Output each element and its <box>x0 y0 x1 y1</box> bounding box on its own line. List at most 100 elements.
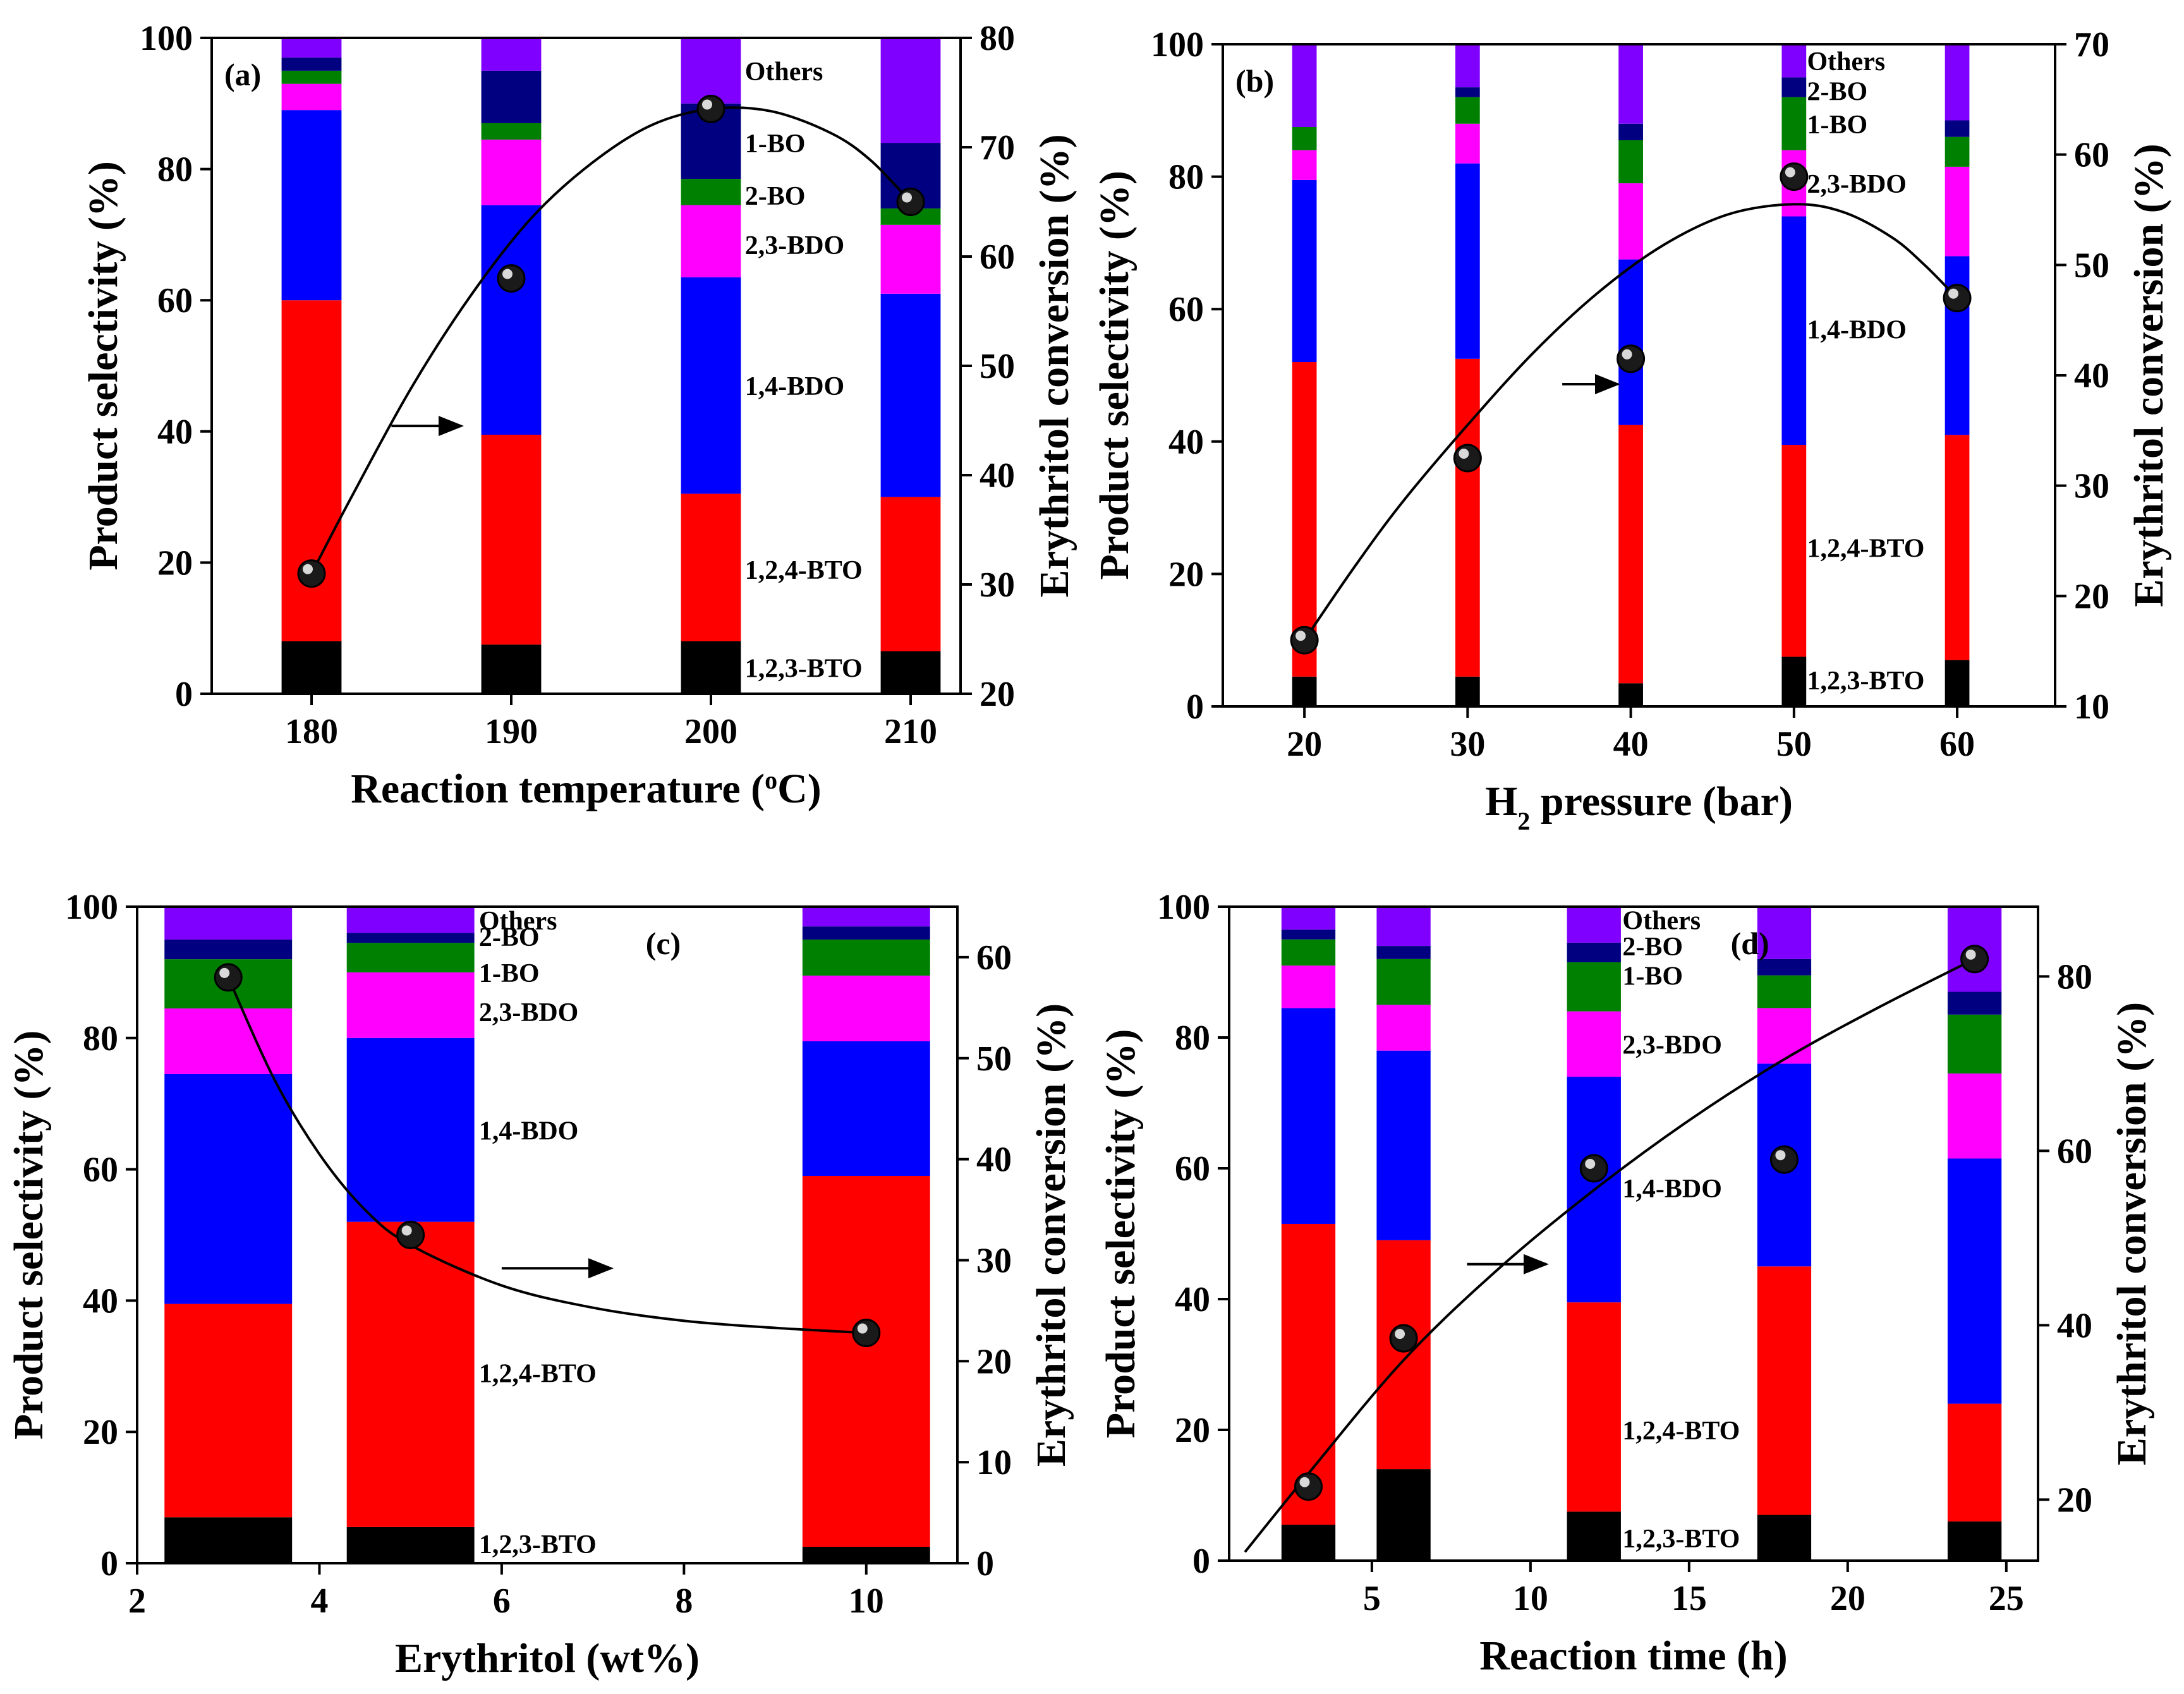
bar-segment-1-bo-60 <box>1944 120 1970 137</box>
bar-stack-12 <box>1567 907 1621 1561</box>
bar-segment-1-bo-180 <box>281 57 342 71</box>
bar-segment-2-3-bdo-200 <box>681 205 741 277</box>
panel-label: (c) <box>646 926 681 961</box>
segment-label-1-4-bdo: 1,4-BDO <box>479 1116 579 1146</box>
x-tick-label-4: 4 <box>310 1582 328 1621</box>
x-axis-title: Reaction temperature (oC) <box>351 766 822 813</box>
bar-segment-1-bo-3 <box>164 939 293 960</box>
conversion-point-50 <box>1780 162 1809 191</box>
bar-segment-1-2-3-bto-50 <box>1781 656 1807 706</box>
y-tick-label-100: 100 <box>1151 25 1204 64</box>
bar-stack-20 <box>1292 44 1317 706</box>
bar-segment-1-2-3-bto-60 <box>1944 660 1970 706</box>
x-tick-label-200: 200 <box>684 712 737 751</box>
x-axis-title-sup: o <box>765 766 777 794</box>
y-tick-label-20: 20 <box>1175 1411 1210 1450</box>
y-tick-label-20: 20 <box>83 1413 118 1452</box>
bar-segment-1-4-bdo-3 <box>1281 1008 1336 1224</box>
segment-label-2-bo: 2-BO <box>1622 933 1683 962</box>
y2-tick-label-30: 30 <box>980 566 1015 605</box>
y2-axis-title: Erythritol conversion (%) <box>1028 1003 1074 1467</box>
chart-panel-d: 5 10 15 20 25 0 20 40 60 80 100 20 40 60 80 Reaction ti… <box>1098 888 2155 1679</box>
segment-label-others: Others <box>745 57 823 87</box>
y2-tick-label-20: 20 <box>980 675 1015 714</box>
segment-label-1-4-bdo: 1,4-BDO <box>1807 316 1907 345</box>
y2-tick-label-0: 0 <box>976 1544 994 1583</box>
bar-segment-1-2-4-bto-5 <box>346 1221 475 1527</box>
bar-segment-2-3-bdo-60 <box>1944 166 1970 257</box>
bar-segment-1-bo-12 <box>1567 942 1621 962</box>
bar-segment-others-6 <box>1376 907 1431 947</box>
bar-segment-2-3-bdo-190 <box>481 139 542 205</box>
bar-segment-others-3 <box>164 907 293 940</box>
segment-label-2-bo: 2-BO <box>1807 77 1867 106</box>
conversion-point-body <box>396 1221 425 1249</box>
bar-segment-1-2-4-bto-50 <box>1781 445 1807 657</box>
conversion-point-190 <box>497 264 526 293</box>
y2-tick-label-40: 40 <box>2057 1306 2092 1345</box>
bar-segment-2-3-bdo-210 <box>880 224 941 294</box>
x-tick-label-5: 5 <box>1363 1579 1381 1618</box>
segment-label-1-bo: 1-BO <box>1807 111 1867 140</box>
y2-tick-label-20: 20 <box>2074 577 2109 616</box>
y-tick-label-40: 40 <box>1175 1280 1210 1319</box>
bar-segment-others-10 <box>802 907 930 927</box>
conversion-point-6 <box>1389 1324 1418 1353</box>
bar-segment-1-2-3-bto-180 <box>281 641 342 694</box>
bar-segment-1-2-4-bto-30 <box>1455 358 1480 677</box>
panel-label: (a) <box>224 57 261 92</box>
conversion-curve <box>310 106 912 574</box>
conversion-point-highlight <box>1299 1477 1310 1487</box>
chart-panel-b: 20 30 40 50 60 0 20 40 60 80 100 10 20 30 40 50 60 70 H2 p… <box>1091 25 2172 835</box>
y-tick-label-0: 0 <box>175 675 193 714</box>
bar-segment-2-bo-12 <box>1567 962 1621 1012</box>
bar-segment-1-2-3-bto-10 <box>802 1547 930 1563</box>
conversion-point-body <box>1579 1154 1608 1183</box>
y-axis-title: Product selectivity (%) <box>80 161 126 571</box>
x-tick-label-10: 10 <box>849 1582 884 1621</box>
x-tick-label-180: 180 <box>285 712 338 751</box>
y-tick-label-20: 20 <box>157 543 193 583</box>
bar-stack-3 <box>1281 907 1336 1561</box>
bar-segment-1-4-bdo-60 <box>1944 256 1970 435</box>
bar-segment-1-2-3-bto-210 <box>880 651 941 694</box>
bar-segment-2-bo-40 <box>1618 140 1643 184</box>
x-axis-title-main: H <box>1485 778 1517 825</box>
segment-label-1-2-4-bto: 1,2,4-BTO <box>745 556 863 585</box>
bar-segment-others-190 <box>481 38 542 71</box>
bar-segment-1-2-4-bto-10 <box>802 1175 930 1547</box>
y-tick-label-80: 80 <box>157 150 193 190</box>
conversion-point-body <box>1780 162 1809 191</box>
segment-label-1-2-3-bto: 1,2,3-BTO <box>745 654 863 683</box>
segment-label-2-3-bdo: 2,3-BDO <box>1807 170 1907 199</box>
x-tick-label-30: 30 <box>1450 725 1485 764</box>
bar-segment-others-180 <box>281 38 342 58</box>
bar-segment-others-60 <box>1944 44 1970 121</box>
bar-segment-1-2-3-bto-6 <box>1376 1469 1431 1561</box>
x-tick-label-6: 6 <box>493 1582 511 1621</box>
x-axis-title-main: Erythritol (wt%) <box>395 1635 700 1681</box>
conversion-point-body <box>896 188 925 216</box>
bar-segment-1-4-bdo-20 <box>1292 179 1317 363</box>
bar-segment-2-bo-20 <box>1292 127 1317 150</box>
segment-label-1-bo: 1-BO <box>479 959 540 988</box>
conversion-point-body <box>1290 626 1319 655</box>
bar-segment-2-bo-50 <box>1781 97 1807 150</box>
y2-tick-label-60: 60 <box>976 938 1012 977</box>
conversion-point-3 <box>214 963 243 992</box>
conversion-point-12 <box>1579 1154 1608 1183</box>
conversion-point-210 <box>896 188 925 216</box>
bar-segment-1-bo-6 <box>1376 946 1431 959</box>
conversion-point-highlight <box>1948 288 1959 299</box>
bar-stack-10 <box>802 907 930 1563</box>
bar-segment-1-bo-5 <box>346 933 475 943</box>
segment-label-1-2-4-bto: 1,2,4-BTO <box>1807 534 1924 563</box>
bar-segment-1-4-bdo-180 <box>281 110 342 301</box>
y-axis-title: Product selectivity (%) <box>6 1031 52 1440</box>
bar-segment-1-bo-50 <box>1781 77 1807 97</box>
y2-tick-label-50: 50 <box>2074 246 2109 285</box>
bar-segment-1-2-4-bto-24 <box>1947 1403 2002 1522</box>
bar-segment-1-4-bdo-200 <box>681 277 741 494</box>
x-tick-label-25: 25 <box>1989 1579 2024 1618</box>
bar-segment-1-4-bdo-190 <box>481 205 542 435</box>
